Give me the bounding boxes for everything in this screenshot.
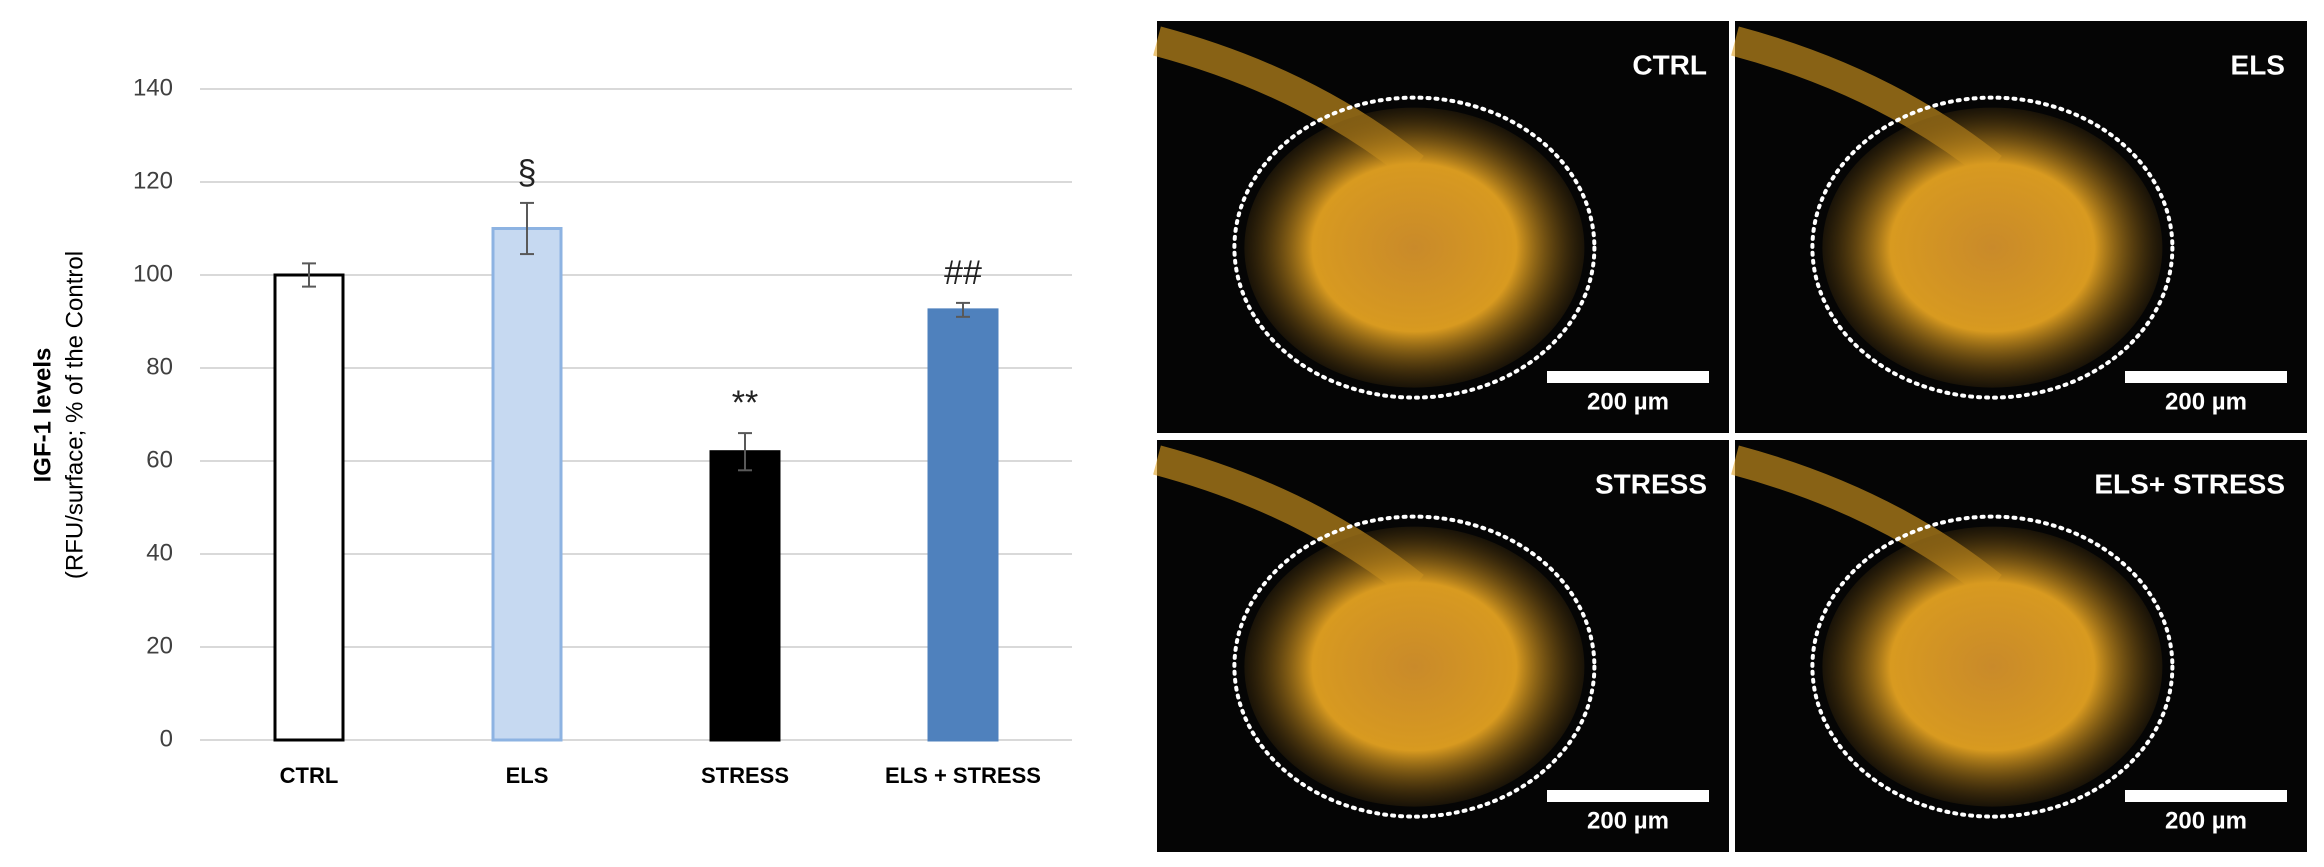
panel-label: CTRL — [1632, 49, 1707, 80]
bar — [709, 450, 781, 742]
image-panel: CTRL 200 µm — [1153, 21, 1729, 433]
bar — [273, 273, 345, 742]
y-tick-label: 0 — [160, 725, 173, 752]
panel-label: ELS+ STRESS — [2094, 468, 2285, 499]
tissue — [1822, 526, 2163, 807]
scale-bar-label: 200 µm — [2165, 807, 2247, 834]
y-tick-label: 20 — [146, 632, 173, 659]
panel-label: ELS — [2231, 49, 2285, 80]
error-bar — [738, 432, 752, 472]
y-tick-label: 120 — [133, 167, 173, 194]
scale-bar — [1547, 371, 1709, 383]
scale-bar-label: 200 µm — [1587, 807, 1669, 834]
significance-label: ** — [732, 384, 758, 422]
outline — [1232, 95, 1597, 400]
image-panel: ELS 200 µm — [1731, 21, 2307, 433]
outline — [1810, 514, 2175, 819]
significance-label: ## — [944, 254, 982, 292]
y-tick-label: 40 — [146, 539, 173, 566]
tissue — [1244, 107, 1585, 388]
significance-label: § — [518, 154, 537, 192]
y-tick-label: 80 — [146, 353, 173, 380]
error-bar — [302, 262, 316, 288]
scale-bar — [2125, 790, 2287, 802]
tissue — [1822, 107, 2163, 388]
image-panel: STRESS 200 µm — [1153, 440, 1729, 852]
x-tick-label: ELS — [506, 763, 549, 788]
error-bar — [956, 301, 970, 318]
y-tick-label: 140 — [133, 74, 173, 101]
tissue — [1244, 526, 1585, 807]
bar — [491, 227, 563, 742]
x-tick-label: CTRL — [280, 763, 339, 788]
scale-bar — [1547, 790, 1709, 802]
image-panel: ELS+ STRESS 200 µm — [1731, 440, 2307, 852]
scale-bar-label: 200 µm — [1587, 388, 1669, 415]
y-axis-subtitle: (RFU/surface; % of the Control — [61, 251, 88, 579]
outline — [1232, 514, 1597, 819]
y-tick-label: 60 — [146, 446, 173, 473]
x-tick-label: ELS + STRESS — [885, 763, 1041, 788]
outline — [1810, 95, 2175, 400]
y-tick-label: 100 — [133, 260, 173, 287]
panel-label: STRESS — [1595, 468, 1707, 499]
scale-bar-label: 200 µm — [2165, 388, 2247, 415]
scale-bar — [2125, 371, 2287, 383]
x-tick-label: STRESS — [701, 763, 789, 788]
bar — [927, 308, 999, 742]
error-bar — [520, 201, 534, 256]
y-axis-title: IGF-1 levels — [29, 348, 56, 483]
